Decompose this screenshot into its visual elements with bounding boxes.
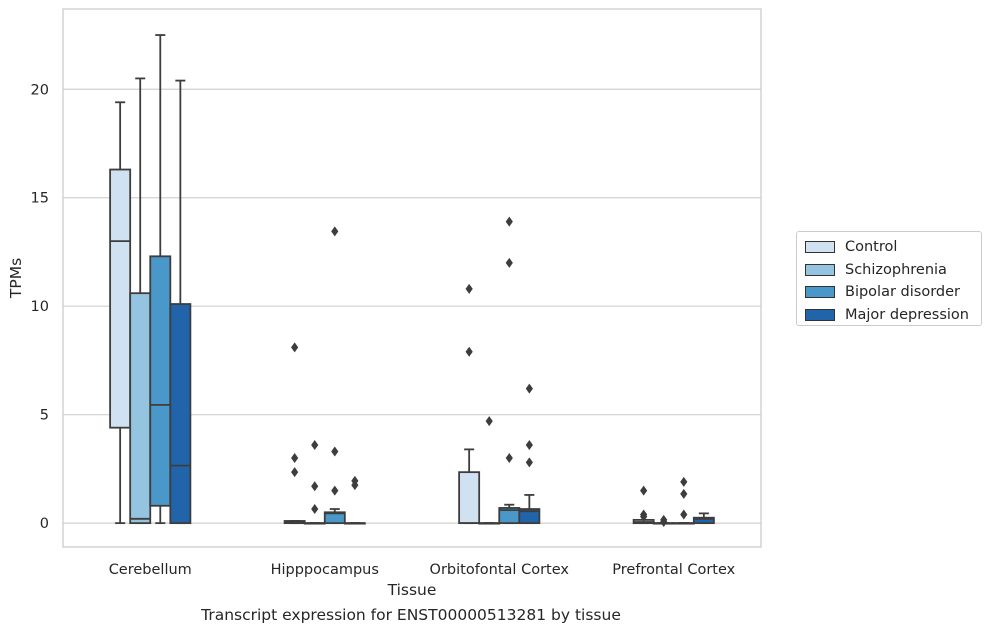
legend-item-control: Control [805,236,981,259]
x-tick-labels: Cerebellum Hipppocampus Orbitofontal Corte… [109,562,736,578]
legend-label: Bipolar disorder [845,284,960,301]
y-tick-label: 15 [31,191,49,207]
outlier-point [465,346,473,357]
box-bipolar-disorder [498,216,521,525]
outlier-point [291,467,299,478]
x-tick-label: Hipppocampus [271,562,379,578]
box-body [692,516,715,525]
box-body [129,292,152,525]
outlier-point [465,283,473,294]
figure-caption: Transcript expression for ENST0000051328… [201,606,621,624]
outlier-point [311,481,319,492]
box-schizophrenia [303,440,326,525]
legend-swatch [805,241,835,254]
legend-item-major-depression: Major depression [805,304,981,327]
outlier-point [680,509,688,520]
x-tick-label: Prefrontal Cortex [612,562,735,578]
legend-item-schizophrenia: Schizophrenia [805,259,981,282]
legend-swatch [805,263,835,276]
outlier-point [505,453,513,464]
box-body [518,508,541,525]
box-major-depression [169,79,192,525]
outlier-point [640,485,648,496]
outlier-point [660,517,668,528]
box-body [169,303,192,525]
outlier-point [331,226,339,237]
legend-label: Schizophrenia [845,261,947,278]
box-major-depression [692,512,715,525]
outlier-point [291,342,299,353]
x-tick-label: Orbitofontal Cortex [430,562,570,578]
box-body [109,168,132,429]
outlier-point [525,440,533,451]
legend-label: Major depression [845,306,969,323]
outlier-point [331,485,339,496]
box-body [149,255,172,507]
outlier-point [485,416,493,427]
outlier-point [680,476,688,487]
legend: Control Schizophrenia Bipolar disorder M… [796,231,982,326]
box-schizophrenia [478,416,501,525]
box-control [109,101,132,525]
legend-item-bipolar-disorder: Bipolar disorder [805,281,981,304]
outlier-point [291,453,299,464]
y-tick-label: 5 [40,408,49,424]
outlier-point [505,216,513,227]
outlier-point [351,480,359,491]
outlier-point [311,504,319,515]
legend-swatch [805,286,835,299]
y-axis-label: TPMs [7,258,25,299]
outlier-point [311,440,319,451]
box-control [632,485,655,525]
box-major-depression [518,383,541,525]
box-schizophrenia [129,77,152,525]
box-schizophrenia [652,514,675,528]
box-control [458,283,481,525]
outlier-point [505,257,513,268]
box-bipolar-disorder [149,34,172,525]
outlier-point [525,457,533,468]
box-body [458,471,481,525]
outlier-point [331,446,339,457]
outlier-point [680,488,688,499]
x-axis-label: Tissue [387,581,437,599]
box-body [323,511,346,525]
box-control [283,342,306,525]
outlier-point [525,383,533,394]
box-bipolar-disorder [672,476,695,525]
y-tick-label: 20 [31,82,49,98]
box-major-depression [343,475,366,525]
legend-label: Control [845,239,898,256]
plot-data [109,34,715,528]
outlier-point [640,511,648,522]
y-tick-labels: 0 5 10 15 20 [31,82,49,532]
y-tick-label: 0 [40,516,49,532]
legend-swatch [805,308,835,321]
y-tick-label: 10 [31,299,49,315]
box-bipolar-disorder [323,226,346,525]
plot-frame [62,8,762,548]
x-tick-label: Cerebellum [109,562,192,578]
